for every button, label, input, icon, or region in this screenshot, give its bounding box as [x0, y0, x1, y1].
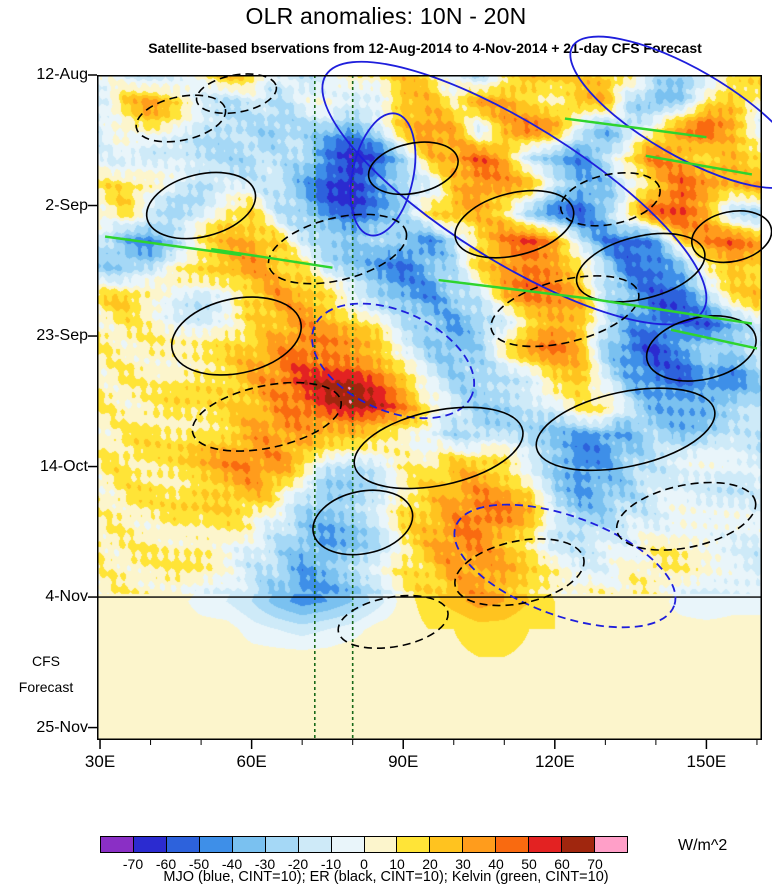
colorbar-segment [397, 837, 431, 852]
colorbar-segment [133, 837, 167, 852]
x-tick-label: 30E [84, 752, 116, 771]
y-tick-label: 14-Oct [39, 457, 88, 475]
colorbar-tick-label: 20 [422, 856, 438, 872]
y-tick-label: 25-Nov [36, 718, 88, 736]
colorbar-segment [463, 837, 497, 852]
units-label: W/m^2 [678, 837, 728, 854]
colorbar-segment [298, 837, 332, 852]
x-tick-label: 90E [388, 752, 419, 771]
colorbar-segment [232, 837, 266, 852]
colorbar-segment [265, 837, 299, 852]
colorbar-segment [364, 837, 398, 852]
colorbar-segment [562, 837, 596, 852]
colorbar-tick-label: -60 [155, 856, 177, 872]
contour-legend: MJO (blue, CINT=10); ER (black, CINT=10)… [163, 869, 609, 885]
x-tick-label: 60E [236, 752, 267, 771]
cfs-forecast-line1: CFS [32, 653, 60, 669]
colorbar-segment [430, 837, 464, 852]
colorbar-tick-label: 60 [554, 856, 570, 872]
y-tick-label: 12-Aug [36, 66, 88, 83]
plot-subtitle: Satellite-based bservations from 12-Aug-… [148, 40, 702, 56]
colorbar-tick-label: -50 [188, 856, 210, 872]
colorbar-tick-label: -30 [254, 856, 276, 872]
colorbar-segment [529, 837, 563, 852]
colorbar [100, 836, 628, 853]
colorbar-tick-label: -20 [287, 856, 309, 872]
hovmoller-plot [88, 35, 772, 749]
page-title: OLR anomalies: 10N - 20N [245, 3, 527, 29]
colorbar-tick-label: -10 [320, 856, 342, 872]
colorbar-tick-label: 70 [587, 856, 603, 872]
x-tick-label: 120E [534, 752, 575, 771]
colorbar-segment [166, 837, 200, 852]
y-tick-label: 2-Sep [45, 196, 88, 214]
cfs-forecast-label: CFS Forecast [4, 648, 88, 700]
colorbar-tick-label: 10 [389, 856, 405, 872]
olr-heatmap [97, 75, 762, 740]
colorbar-tick-labels: -70 -60 -50 -40 -30 -20 -10 0 10 20 30 40 50 60 70 [100, 856, 628, 872]
colorbar-segment [331, 837, 365, 852]
y-tick-label: 4-Nov [45, 588, 88, 606]
colorbar-tick-label: 40 [488, 856, 504, 872]
cfs-forecast-line2: Forecast [18, 679, 74, 695]
colorbar-segment [101, 837, 134, 852]
colorbar-tick-label: 50 [521, 856, 537, 872]
colorbar-segment [199, 837, 233, 852]
colorbar-tick-label: -70 [122, 856, 144, 872]
y-tick-label: 23-Sep [36, 327, 88, 345]
x-tick-label: 150E [686, 752, 727, 771]
colorbar-tick-label: 0 [360, 856, 368, 872]
colorbar-segment [496, 837, 530, 852]
colorbar-tick-label: 30 [455, 856, 471, 872]
colorbar-tick-label: -40 [221, 856, 243, 872]
colorbar-segment [595, 837, 627, 852]
